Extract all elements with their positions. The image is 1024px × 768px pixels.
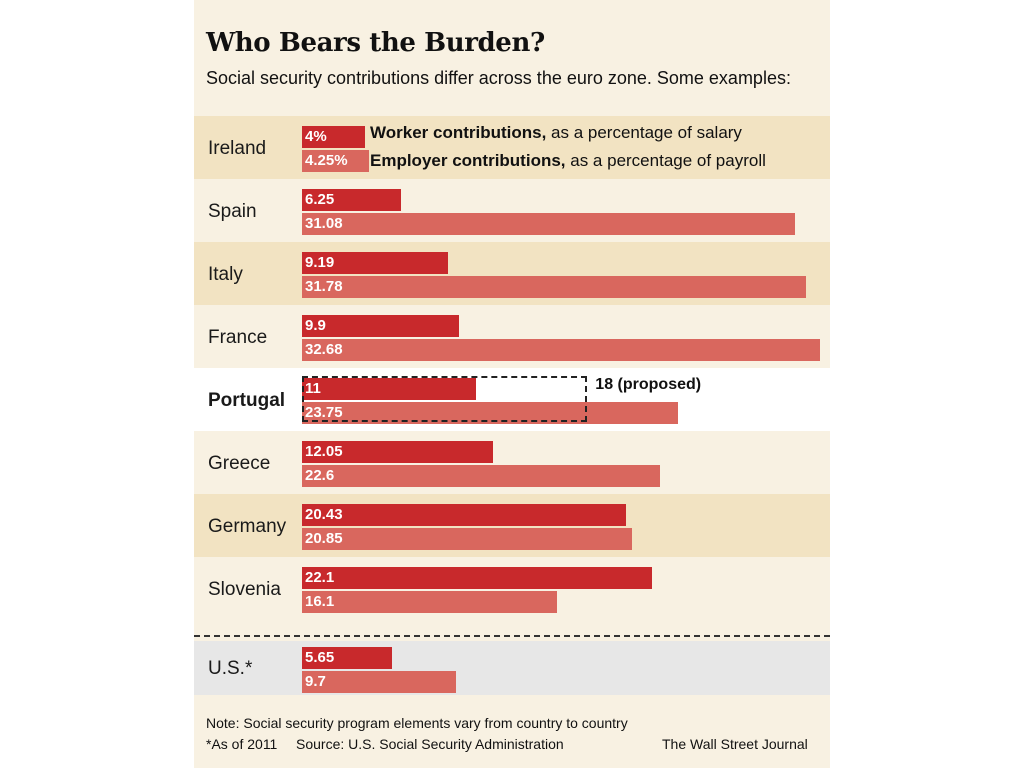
employer-bar	[302, 465, 661, 487]
employer-value-label: 23.75	[305, 404, 343, 421]
employer-value-label: 32.68	[305, 341, 343, 358]
employer-value-label: 9.7	[305, 673, 326, 690]
category-label: France	[208, 326, 268, 348]
worker-value-label: 5.65	[305, 649, 335, 666]
worker-bar	[302, 252, 448, 274]
employer-bar	[302, 591, 558, 613]
publisher-credit: The Wall Street Journal	[662, 736, 808, 752]
employer-value-label: 22.6	[305, 467, 335, 484]
asof-note: *As of 2011	[206, 736, 278, 752]
legend-employer: Employer contributions, as a percentage …	[370, 151, 766, 171]
employer-bar	[302, 528, 633, 550]
proposed-outline	[302, 376, 588, 422]
legend-employer-rest: as a percentage of payroll	[565, 151, 766, 170]
legend-worker-bold: Worker contributions,	[370, 123, 547, 142]
worker-bar	[302, 126, 366, 148]
employer-value-label: 20.85	[305, 530, 343, 547]
category-label: Greece	[208, 452, 271, 474]
employer-bar	[302, 339, 820, 361]
category-label: Italy	[208, 263, 243, 285]
worker-value-label: 9.9	[305, 317, 326, 334]
worker-bar	[302, 441, 493, 463]
source-note: Source: U.S. Social Security Administrat…	[296, 736, 564, 752]
worker-bar	[302, 647, 392, 669]
category-label: Ireland	[208, 137, 267, 159]
worker-value-label: 4%	[305, 128, 327, 145]
worker-value-label: 20.43	[305, 506, 343, 523]
employer-bar	[302, 402, 679, 424]
employer-value-label: 31.78	[305, 278, 343, 295]
worker-value-label: 6.25	[305, 191, 335, 208]
footnote: Note: Social security program elements v…	[206, 715, 628, 731]
row-band	[194, 116, 830, 179]
worker-value-label: 9.19	[305, 254, 335, 271]
legend-employer-bold: Employer contributions,	[370, 151, 566, 170]
category-label: Germany	[208, 515, 287, 537]
worker-value-label: 12.05	[305, 443, 343, 460]
worker-value-label: 22.1	[305, 569, 335, 586]
proposed-annotation: 18 (proposed)	[595, 376, 702, 393]
category-label: Portugal	[208, 389, 286, 411]
worker-bar	[302, 567, 653, 589]
chart-title: Who Bears the Burden?	[206, 28, 545, 58]
us-separator	[194, 635, 830, 637]
chart-subtitle: Social security contributions differ acr…	[206, 68, 791, 88]
employer-bar	[302, 150, 370, 172]
category-label: Spain	[208, 200, 257, 222]
employer-value-label: 31.08	[305, 215, 343, 232]
employer-value-label: 16.1	[305, 593, 335, 610]
worker-bar	[302, 315, 459, 337]
category-label: Slovenia	[208, 578, 281, 600]
employer-bar	[302, 213, 795, 235]
employer-value-label: 4.25%	[305, 152, 348, 169]
worker-bar	[302, 378, 477, 400]
category-label: U.S.*	[208, 658, 253, 679]
worker-value-label: 11	[305, 380, 321, 397]
legend-worker: Worker contributions, as a percentage of…	[370, 123, 742, 143]
employer-bar	[302, 276, 806, 298]
worker-bar	[302, 189, 402, 211]
legend-worker-rest: as a percentage of salary	[546, 123, 742, 142]
employer-bar	[302, 671, 456, 693]
worker-bar	[302, 504, 626, 526]
row-band	[194, 641, 830, 695]
